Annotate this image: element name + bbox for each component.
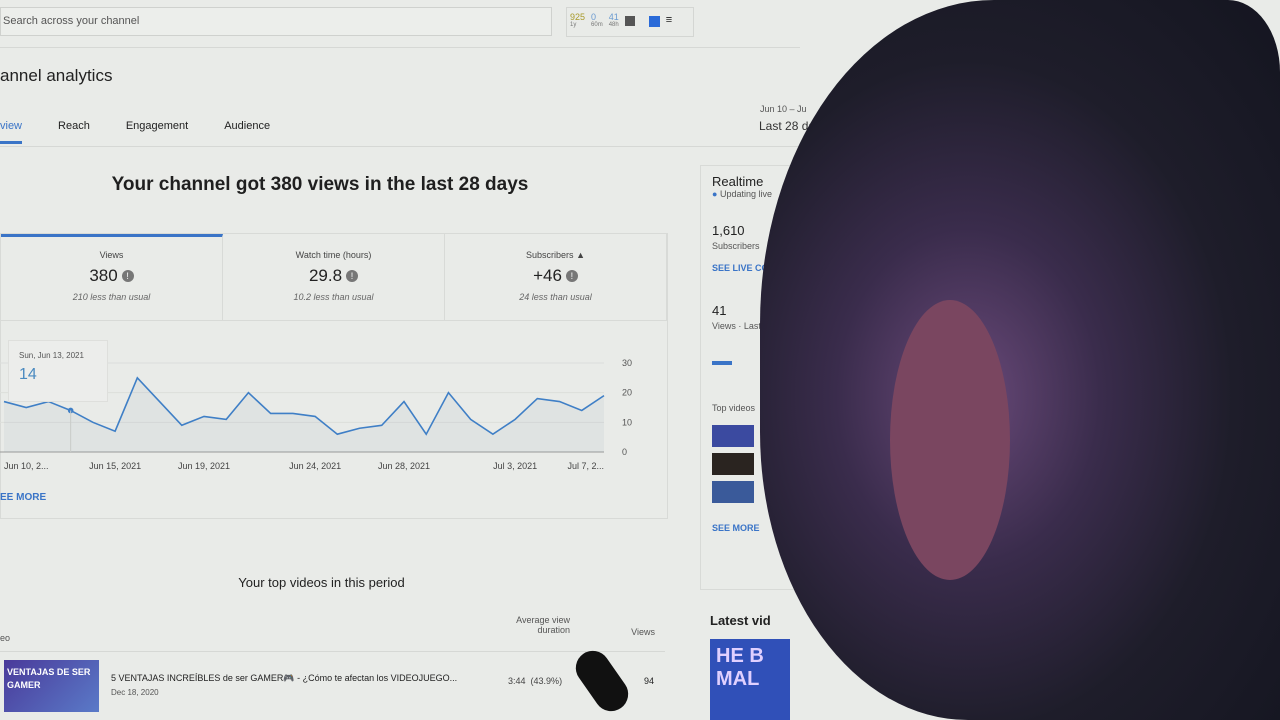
tab-overview[interactable]: view — [0, 120, 23, 144]
play-icon[interactable] — [648, 16, 660, 27]
warning-icon: ▲ — [576, 250, 585, 260]
tab-audience[interactable]: Audience — [224, 120, 271, 132]
search-input[interactable]: Search across your channel — [0, 7, 552, 36]
card-note: 210 less than usual — [72, 292, 151, 302]
extension-toolbar: 925 1y 0 60m 41 48h ≡ — [566, 7, 694, 37]
card-value: +46 — [533, 266, 562, 285]
latest-video-title: Latest vid — [710, 613, 771, 628]
video-title[interactable]: 5 VENTAJAS INCREÍBLES de ser GAMER🎮 - ¿C… — [111, 673, 458, 683]
y-tick-label: 0 — [622, 447, 627, 457]
realtime-views-label: Views · Last 48 hou — [712, 321, 791, 331]
video-thumbnail[interactable] — [712, 481, 754, 503]
x-tick-label: Jun 10, 2... — [4, 461, 49, 471]
card-value: 29.8 — [308, 266, 343, 285]
realtime-bar-chart — [712, 361, 732, 365]
info-icon: ! — [565, 270, 578, 282]
date-range-label[interactable]: Last 28 da — [759, 119, 816, 133]
divider — [0, 651, 665, 652]
video-thumbnail[interactable] — [712, 425, 754, 447]
video-views: 94 — [643, 676, 654, 686]
realtime-views: 41 — [712, 303, 727, 318]
see-more-link[interactable]: EE MORE — [0, 492, 47, 503]
video-date: Dec 18, 2020 — [111, 688, 159, 697]
info-icon: ! — [346, 270, 359, 282]
x-tick-label: Jun 15, 2021 — [89, 461, 141, 471]
divider — [0, 47, 800, 48]
card-note: 10.2 less than usual — [293, 292, 374, 302]
tooltip-date: Sun, Jun 13, 2021 — [19, 351, 84, 360]
stat-1y: 925 1y — [570, 12, 586, 28]
person-silhouette — [760, 0, 1280, 720]
card-views[interactable]: Views 380! 210 less than usual — [1, 234, 223, 320]
views-chart[interactable]: 0 10 20 30 Jun 10, 2... Jun 15, 2021 Jun 19, 2… — [0, 340, 660, 480]
y-tick-label: 20 — [622, 388, 632, 398]
tab-reach[interactable]: Reach — [58, 120, 90, 132]
x-tick-label: Jun 24, 2021 — [289, 461, 341, 471]
top-videos-label: Top videos — [712, 403, 756, 413]
top-videos-title: Your top videos in this period — [238, 575, 405, 590]
card-label: Views — [99, 250, 124, 260]
col-avg-view-duration: Average view duration — [516, 615, 570, 635]
see-more-link[interactable]: SEE MORE — [712, 523, 760, 533]
realtime-status: Updating live — [719, 189, 772, 199]
data-point — [67, 407, 74, 414]
menu-icon[interactable]: ≡ — [665, 14, 673, 26]
y-tick-label: 10 — [622, 417, 632, 427]
col-views: Views — [631, 627, 655, 637]
card-label: Watch time (hours) — [295, 250, 372, 260]
card-note: 24 less than usual — [519, 292, 592, 302]
see-live-count-link[interactable]: SEE LIVE COUNT — [712, 263, 788, 273]
avd-value: 3:44 — [508, 676, 526, 686]
card-watch-time[interactable]: Watch time (hours) 29.8! 10.2 less than us… — [223, 234, 445, 320]
x-tick-label: Jul 3, 2021 — [493, 461, 537, 471]
col-video: eo — [0, 633, 11, 643]
subscriber-label: Subscribers — [712, 241, 760, 251]
card-subscribers[interactable]: Subscribers ▲ +46! 24 less than usual — [445, 234, 667, 320]
latest-video-thumbnail[interactable]: HE B MAL — [710, 639, 790, 720]
tooltip-value: 14 — [19, 366, 37, 383]
realtime-title: Realtime — [712, 174, 764, 189]
chart-panel — [0, 321, 668, 519]
subscriber-count: 1,610 — [712, 223, 745, 238]
info-icon: ! — [121, 270, 134, 282]
tabs: view Reach Engagement Audience — [0, 120, 270, 144]
x-tick-label: Jun 19, 2021 — [178, 461, 230, 471]
card-value: 380 — [89, 266, 118, 285]
divider — [0, 146, 800, 147]
realtime-card: Realtime ● Updating live 1,610 Subscribe… — [700, 165, 820, 590]
x-tick-label: Jun 28, 2021 — [378, 461, 430, 471]
video-avd: 3:44 (43.9%) — [508, 676, 562, 686]
series-line — [3, 376, 605, 436]
card-label: Subscribers — [526, 250, 574, 260]
x-tick-label: Jul 7, 2... — [567, 461, 604, 471]
tab-engagement[interactable]: Engagement — [125, 120, 189, 132]
chart-tooltip: Sun, Jun 13, 2021 14 — [8, 340, 108, 402]
stat-60m: 0 60m — [591, 12, 603, 28]
person-ear — [890, 300, 1010, 580]
page-title: annel analytics — [0, 66, 113, 85]
video-thumbnail[interactable]: VENTAJAS DE SER GAMER — [4, 660, 99, 712]
video-thumbnail[interactable] — [712, 453, 754, 475]
y-tick-label: 30 — [622, 358, 632, 368]
stat-48h: 41 48h — [608, 12, 619, 28]
avd-percent: (43.9%) — [530, 676, 563, 686]
headline: Your channel got 380 views in the last 2… — [111, 174, 529, 195]
date-range[interactable]: Jun 10 – Ju — [760, 104, 807, 114]
chart-icon[interactable] — [624, 16, 635, 26]
metric-cards: Views 380! 210 less than usual Watch time … — [0, 233, 668, 321]
live-dot-icon: ● — [712, 189, 718, 199]
